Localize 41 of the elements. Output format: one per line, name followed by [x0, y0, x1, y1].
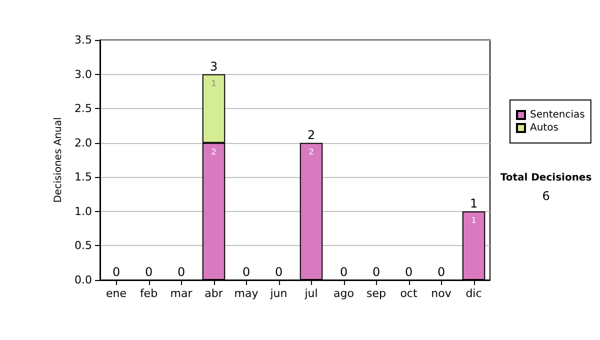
- text: 0.0: [74, 274, 92, 286]
- total-label: 0: [144, 265, 153, 279]
- x-tick-label: ago: [334, 287, 354, 300]
- total-label: 0: [340, 265, 348, 279]
- text: Total Decisiones: [500, 172, 592, 184]
- text: 1.0: [74, 204, 92, 218]
- total-label: 0: [372, 265, 380, 279]
- x-tick-label: sep: [366, 287, 386, 300]
- total-label: 3: [210, 59, 218, 74]
- x-tick-label: may: [234, 287, 259, 300]
- x-tick-label: abr: [204, 287, 224, 300]
- total-label: 0: [112, 265, 120, 279]
- text: 2.5: [74, 102, 92, 116]
- x-tick-label: mar: [170, 287, 193, 300]
- data-label: 1: [211, 78, 216, 88]
- x-tick-label: feb: [140, 287, 158, 300]
- total-label: 0: [177, 265, 186, 279]
- y-axis-title: Decisiones Anual: [53, 117, 64, 203]
- x-tick-label: nov: [431, 287, 452, 300]
- total-label: 0: [242, 265, 250, 279]
- x-tick-label: oct: [400, 287, 418, 300]
- data-label: 2: [211, 147, 216, 156]
- data-label: 2: [308, 147, 314, 156]
- total-label: 2: [307, 128, 316, 142]
- data-label: 1: [471, 216, 476, 225]
- x-tick-label: jul: [304, 287, 318, 300]
- text: 2.0: [74, 136, 92, 150]
- total-label: 0: [274, 265, 283, 279]
- total-label: 1: [470, 196, 478, 210]
- total-label: 0: [404, 265, 413, 279]
- total-label: 0: [437, 265, 446, 279]
- x-tick-label: dic: [466, 287, 482, 300]
- text: 0.5: [74, 239, 92, 252]
- text: 1.5: [74, 170, 92, 184]
- x-tick-label: ene: [106, 287, 127, 300]
- x-tick-label: jun: [269, 287, 288, 300]
- legend-label: Autos: [530, 122, 558, 134]
- text: 3.0: [74, 68, 92, 81]
- text: 3.5: [74, 34, 92, 46]
- legend-label: Sentencias: [530, 110, 585, 120]
- text: 6: [542, 189, 550, 203]
